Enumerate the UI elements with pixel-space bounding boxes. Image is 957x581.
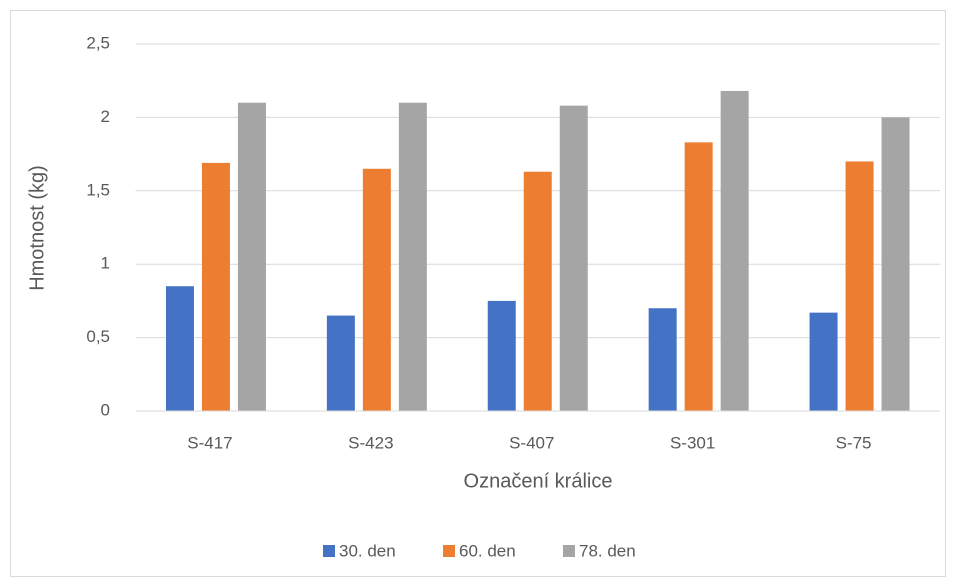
legend-text: 60. den xyxy=(459,541,516,560)
legend-text: 30. den xyxy=(339,541,396,560)
legend-swatch xyxy=(323,545,335,557)
bar xyxy=(326,315,355,411)
bar xyxy=(165,286,194,411)
y-tick-label: 2,5 xyxy=(86,33,110,52)
y-tick-label: 0 xyxy=(101,400,110,419)
bar xyxy=(559,105,588,411)
y-tick-label: 1 xyxy=(101,254,110,273)
bar xyxy=(648,308,677,411)
bar xyxy=(684,142,713,411)
y-axis-title: Hmotnost (kg) xyxy=(26,165,48,291)
bar xyxy=(809,312,838,411)
y-tick-label: 2 xyxy=(101,107,110,126)
legend-text: 78. den xyxy=(579,541,636,560)
bar xyxy=(237,102,266,411)
legend-swatch xyxy=(563,545,575,557)
bar xyxy=(881,117,910,412)
bar xyxy=(845,161,874,411)
x-tick-label: S-417 xyxy=(187,433,232,452)
bar xyxy=(720,90,749,411)
bar xyxy=(398,102,427,411)
bar xyxy=(362,168,391,411)
x-tick-label: S-301 xyxy=(670,433,715,452)
x-axis-title: Označení králice xyxy=(464,470,613,492)
legend-swatch xyxy=(443,545,455,557)
x-tick-label: S-75 xyxy=(836,433,872,452)
y-tick-label: 1,5 xyxy=(86,180,110,199)
bar xyxy=(523,171,552,411)
y-tick-label: 0,5 xyxy=(86,327,110,346)
bar xyxy=(201,162,230,411)
x-tick-label: S-407 xyxy=(509,433,554,452)
bar xyxy=(487,300,516,411)
x-tick-label: S-423 xyxy=(348,433,393,452)
